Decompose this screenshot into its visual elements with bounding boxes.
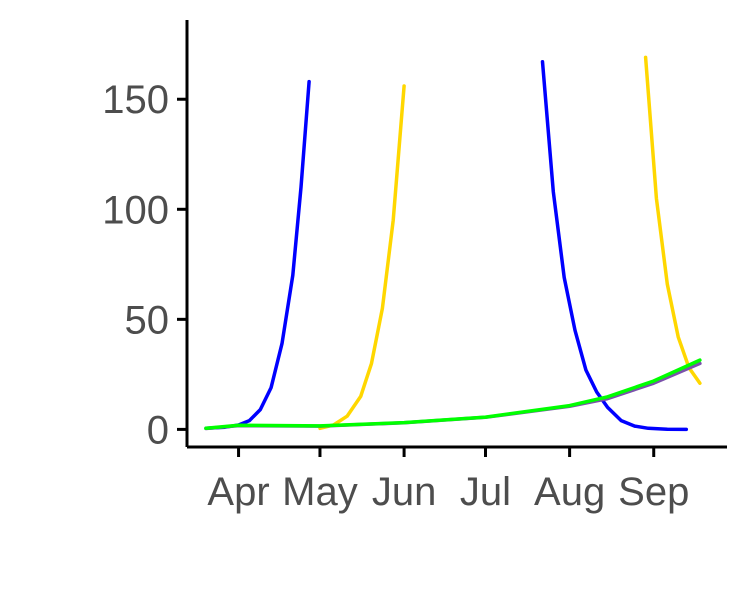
x-tick-label: Jul <box>460 470 511 514</box>
x-tick-label: May <box>282 470 358 514</box>
x-tick-label: Sep <box>618 470 689 514</box>
x-axis-ticks: Apr May Jun Jul Aug Sep <box>207 447 689 514</box>
y-tick-label: 150 <box>102 78 169 122</box>
axes-layer <box>185 20 727 449</box>
series-line-4 <box>643 55 702 385</box>
y-tick-label: 50 <box>125 298 170 342</box>
y-tick-label: 100 <box>102 188 169 232</box>
series-line-6 <box>204 358 702 431</box>
series-layer <box>204 55 702 432</box>
series-line-3 <box>318 84 406 431</box>
x-tick-label: Jun <box>372 470 437 514</box>
y-axis-ticks: 0 50 100 150 <box>102 78 187 452</box>
x-tick-label: Aug <box>534 470 605 514</box>
x-tick-label: Apr <box>207 470 269 514</box>
series-line-1 <box>204 79 311 431</box>
y-tick-label: 0 <box>147 408 169 452</box>
